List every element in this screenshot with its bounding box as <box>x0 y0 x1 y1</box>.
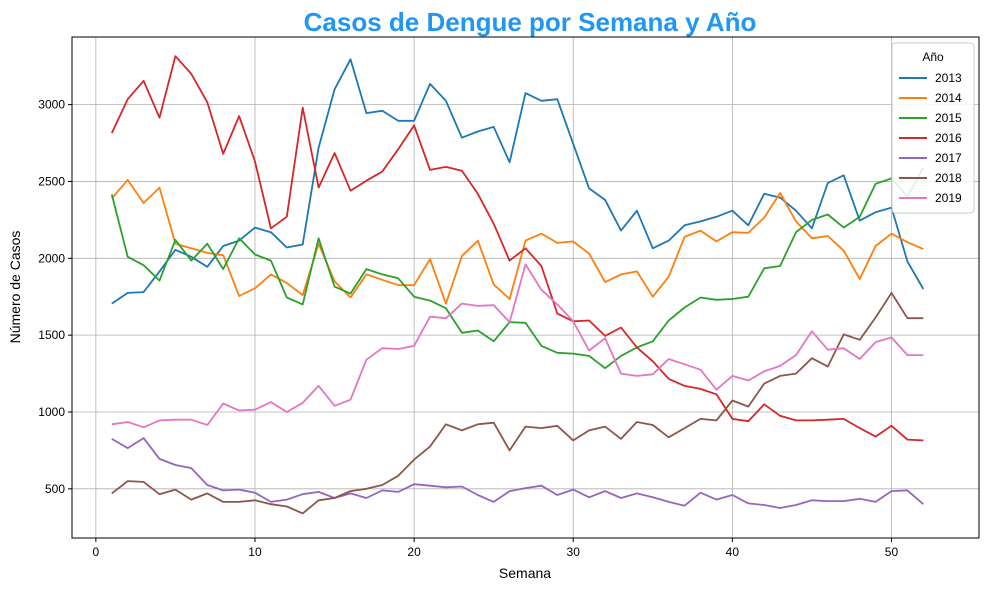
legend-label-2014: 2014 <box>935 91 962 105</box>
plot-frame <box>71 36 980 539</box>
y-tick-label: 500 <box>45 482 65 496</box>
legend: Año 2013 2014 2015 2016 2017 2018 2019 <box>891 42 975 214</box>
y-axis-label: Número de Casos <box>7 231 23 344</box>
legend-items: 2013 2014 2015 2016 2017 2018 2019 <box>899 71 962 205</box>
y-tick-label: 3000 <box>38 98 65 112</box>
y-axis-ticks: 500 1000 1500 2000 2500 3000 <box>38 98 72 496</box>
x-tick-label: 0 <box>93 545 100 559</box>
series-line-2019 <box>111 263 924 429</box>
series-line-2014 <box>111 178 924 305</box>
x-tick-label: 20 <box>407 545 421 559</box>
x-tick-label: 30 <box>567 545 581 559</box>
series-line-2018 <box>111 291 924 515</box>
legend-label-2017: 2017 <box>935 151 962 165</box>
y-tick-label: 1500 <box>38 328 65 342</box>
x-axis-label: Semana <box>499 565 551 581</box>
series-lines <box>110 55 925 515</box>
series-line-2016 <box>110 55 924 442</box>
legend-label-2019: 2019 <box>935 191 962 205</box>
legend-label-2016: 2016 <box>935 131 962 145</box>
y-tick-label: 2000 <box>38 251 65 265</box>
chart-title: Casos de Dengue por Semana y Año <box>304 7 757 37</box>
y-tick-label: 2500 <box>38 174 65 188</box>
series-line-2017 <box>111 437 924 509</box>
x-axis-ticks: 0 10 20 30 40 50 <box>93 538 899 559</box>
legend-label-2015: 2015 <box>935 111 962 125</box>
legend-box <box>891 42 975 214</box>
legend-title: Año <box>922 50 944 64</box>
series-line-2015 <box>110 167 925 370</box>
x-tick-label: 40 <box>726 545 740 559</box>
series-line-2013 <box>111 58 925 305</box>
x-tick-label: 10 <box>248 545 262 559</box>
legend-label-2018: 2018 <box>935 171 962 185</box>
legend-label-2013: 2013 <box>935 71 962 85</box>
y-tick-label: 1000 <box>38 405 65 419</box>
x-tick-label: 50 <box>885 545 899 559</box>
